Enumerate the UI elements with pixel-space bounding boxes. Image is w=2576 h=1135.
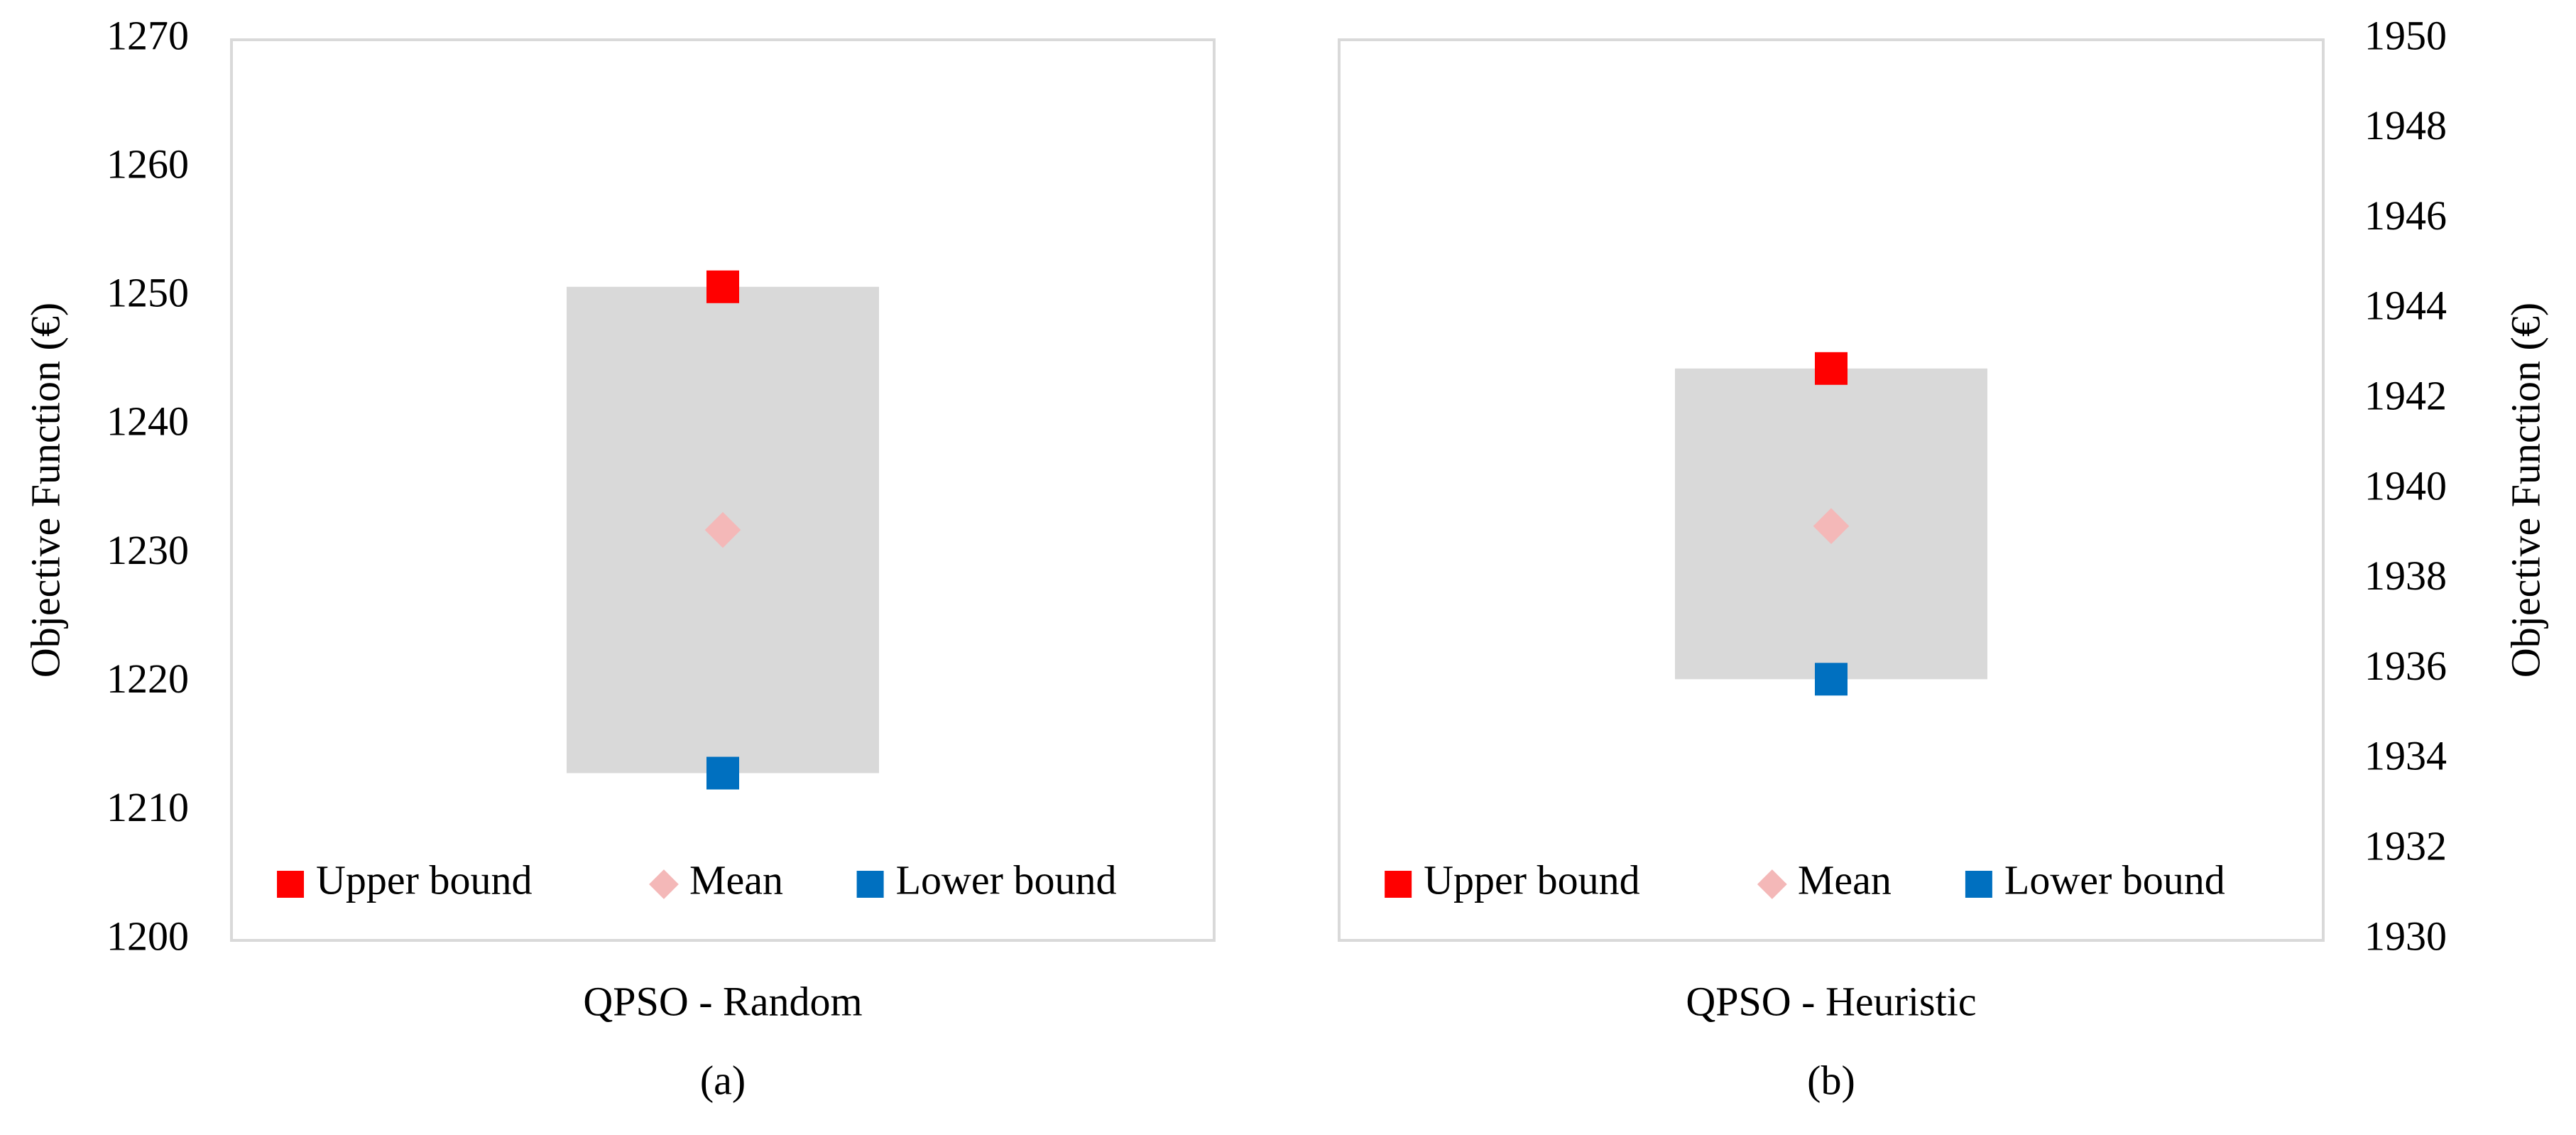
mean-marker (704, 511, 741, 548)
y-axis-label: Objective Function (€) (22, 303, 68, 678)
chart: 1200 1210 1220 1230 1240 1250 1260 1270 Objectiv… (22, 12, 1216, 1103)
x-tick-label: QPSO - Random (583, 978, 862, 1024)
legend-marker (649, 869, 679, 899)
legend-marker (1385, 871, 1412, 898)
legend-label: Upper bound (316, 857, 532, 903)
y-tick-label: 1250 (107, 270, 189, 316)
y-tick-label: 1270 (107, 12, 189, 58)
caption: (b) (1807, 1057, 1855, 1103)
y-tick-label: 1930 (2364, 913, 2447, 959)
bound-marker (1815, 352, 1848, 385)
y-tick-label: 1230 (107, 527, 189, 573)
y-tick-label: 1946 (2364, 192, 2447, 239)
y-tick-label: 1240 (107, 398, 189, 445)
bound-marker (706, 270, 739, 303)
y-tick-label: 1200 (107, 913, 189, 959)
legend-label: Upper bound (1424, 857, 1639, 903)
plot-area (230, 38, 1216, 942)
y-tick-label: 1940 (2364, 462, 2447, 509)
y-tick-label: 1260 (107, 141, 189, 187)
legend-marker (277, 871, 305, 898)
y-tick-label: 1932 (2364, 823, 2447, 869)
legend-label: Lower bound (896, 857, 1117, 903)
y-tick-label: 1210 (107, 784, 189, 830)
y-tick-label: 1220 (107, 656, 189, 702)
legend-marker (856, 871, 884, 898)
y-tick-label: 1950 (2364, 12, 2447, 58)
y-tick-label: 1934 (2364, 733, 2447, 779)
x-tick-label: QPSO - Heuristic (1686, 978, 1976, 1024)
y-tick-label: 1942 (2364, 373, 2447, 419)
legend-label: Mean (1798, 857, 1892, 903)
bound-marker (706, 756, 739, 790)
legend-marker (1757, 869, 1787, 899)
y-tick-label: 1948 (2364, 102, 2447, 148)
caption: (a) (700, 1057, 746, 1103)
y-tick-label: 1944 (2364, 283, 2447, 329)
legend-label: Lower bound (2004, 857, 2225, 903)
bound-marker (1815, 663, 1848, 696)
legend-marker (1965, 871, 1992, 898)
y-axis-label: Objective Function (€) (2502, 303, 2548, 678)
y-tick-label: 1936 (2364, 643, 2447, 689)
chart: 1930 1932 1934 1936 1938 1940 1942 1944 1946 1948… (1338, 12, 2548, 1103)
y-tick-label: 1938 (2364, 553, 2447, 599)
mean-marker (1813, 508, 1850, 545)
plot-area (1338, 38, 2325, 942)
legend-label: Mean (689, 857, 783, 903)
